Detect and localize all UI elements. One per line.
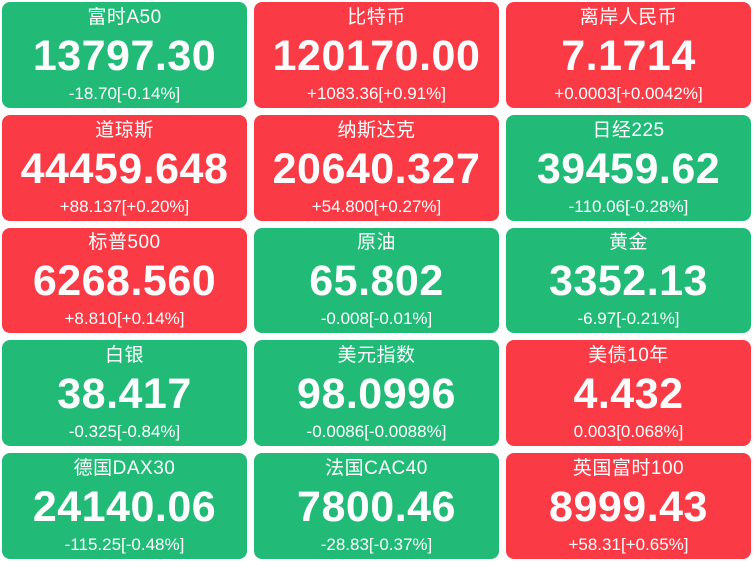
market-tile-7[interactable]: 标普500 6268.560 +8.810[+0.14%] [2,227,247,334]
market-name: 美债10年 [588,345,669,367]
market-name: 离岸人民币 [579,6,678,28]
market-name: 标普500 [88,232,161,254]
market-change-label: -6.97[-0.21%] [577,309,680,329]
market-value: 4.432 [573,370,684,419]
market-change-label: +1083.36[+0.91%] [307,83,446,103]
market-tile-10[interactable]: 白银 38.417 -0.325[-0.84%] [2,340,247,447]
market-change-label: 0.003[0.068%] [573,422,684,442]
market-value: 3352.13 [549,257,708,306]
market-value: 44459.648 [20,144,229,193]
market-value: 24140.06 [32,483,217,532]
market-tile-5[interactable]: 纳斯达克 20640.327 +54.800[+0.27%] [254,114,499,221]
market-change-label: +54.800[+0.27%] [311,196,442,216]
market-name: 白银 [104,345,144,367]
market-change-label: -0.325[-0.84%] [68,422,181,442]
market-change-label: +88.137[+0.20%] [59,196,190,216]
market-tile-3[interactable]: 离岸人民币 7.1714 +0.0003[+0.0042%] [506,2,751,108]
market-value: 8999.43 [549,483,708,532]
market-name: 比特币 [347,6,406,28]
market-value: 98.0996 [297,370,456,419]
market-name: 道琼斯 [95,119,154,141]
market-name: 美元指数 [337,345,416,367]
market-value: 7800.46 [297,483,456,532]
market-tile-13[interactable]: 德国DAX30 24140.06 -115.25[-0.48%] [2,453,247,559]
market-name: 富时A50 [87,6,162,28]
market-value: 7.1714 [561,31,696,80]
market-tile-15[interactable]: 英国富时100 8999.43 +58.31[+0.65%] [506,453,751,559]
market-name: 黄金 [608,232,648,254]
market-name: 纳斯达克 [337,119,416,141]
market-tile-2[interactable]: 比特币 120170.00 +1083.36[+0.91%] [254,2,499,108]
market-change-label: +0.0003[+0.0042%] [554,83,703,103]
market-tile-6[interactable]: 日经225 39459.62 -110.06[-0.28%] [506,114,751,221]
market-name: 原油 [356,232,396,254]
market-value: 6268.560 [32,257,217,306]
market-value: 13797.30 [32,31,217,80]
market-tile-12[interactable]: 美债10年 4.432 0.003[0.068%] [506,340,751,447]
market-change-label: +58.31[+0.65%] [568,535,689,555]
market-value: 38.417 [57,370,192,419]
market-tile-8[interactable]: 原油 65.802 -0.008[-0.01%] [254,227,499,334]
market-change-label: -115.25[-0.48%] [64,535,185,555]
market-name: 英国富时100 [572,458,685,480]
market-name: 日经225 [592,119,665,141]
market-change-label: -18.70[-0.14%] [68,83,181,103]
market-change-label: -0.0086[-0.0088%] [306,422,447,442]
market-value: 39459.62 [536,144,721,193]
market-name: 德国DAX30 [73,458,176,480]
market-change-label: -110.06[-0.28%] [568,196,689,216]
market-change-label: -28.83[-0.37%] [320,535,433,555]
market-value: 65.802 [309,257,444,306]
market-name: 法国CAC40 [325,458,428,480]
market-tile-4[interactable]: 道琼斯 44459.648 +88.137[+0.20%] [2,114,247,221]
market-change-label: +8.810[+0.14%] [64,309,185,329]
market-value: 20640.327 [272,144,481,193]
market-tile-14[interactable]: 法国CAC40 7800.46 -28.83[-0.37%] [254,453,499,559]
market-tile-1[interactable]: 富时A50 13797.30 -18.70[-0.14%] [2,2,247,108]
market-tile-11[interactable]: 美元指数 98.0996 -0.0086[-0.0088%] [254,340,499,447]
market-change-label: -0.008[-0.01%] [320,309,433,329]
market-value: 120170.00 [272,31,481,80]
market-tile-9[interactable]: 黄金 3352.13 -6.97[-0.21%] [506,227,751,334]
